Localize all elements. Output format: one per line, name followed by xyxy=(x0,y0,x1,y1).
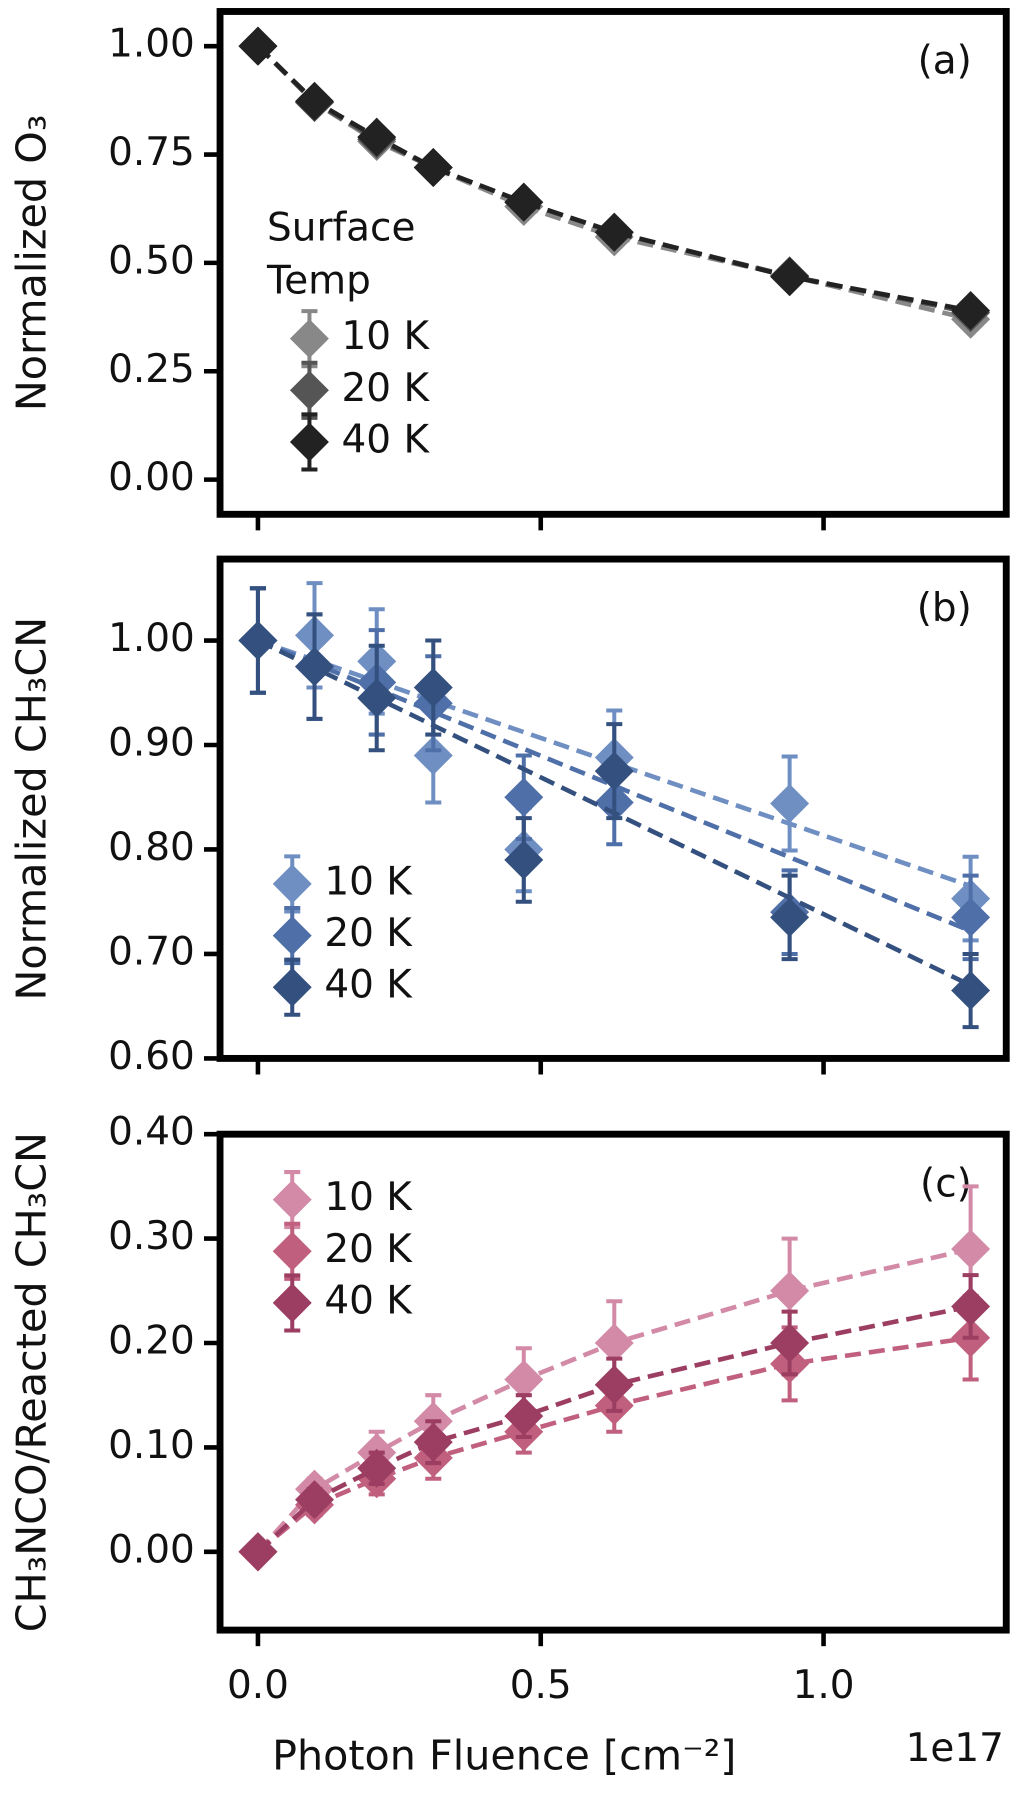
y-tick-label: 0.00 xyxy=(108,455,195,500)
series-line xyxy=(256,1304,972,1554)
y-axis-label: CH₃NCO/Reacted CH₃CN xyxy=(7,1132,55,1632)
marker xyxy=(238,621,278,661)
marker xyxy=(594,1323,634,1363)
marker xyxy=(504,182,544,222)
x-tick-label: 0.0 xyxy=(227,1663,289,1708)
legend-label: 40 K xyxy=(324,1278,413,1323)
marker xyxy=(951,970,991,1011)
plot-area xyxy=(238,581,991,1030)
marker xyxy=(295,1480,334,1520)
legend-marker xyxy=(289,319,329,359)
x-tick-label: 0.5 xyxy=(510,1663,572,1708)
marker xyxy=(357,1448,397,1488)
plot-area xyxy=(238,26,991,339)
legend-label: 40 K xyxy=(342,417,431,462)
y-tick-label: 0.30 xyxy=(108,1214,195,1259)
marker xyxy=(594,751,634,791)
legend-marker xyxy=(272,1283,312,1323)
marker xyxy=(413,668,453,708)
marker xyxy=(357,678,397,718)
legend-marker xyxy=(289,370,329,410)
legend-marker xyxy=(272,1180,312,1220)
marker xyxy=(594,212,634,252)
marker xyxy=(770,257,810,297)
y-tick-label: 0.80 xyxy=(108,825,195,870)
y-tick-label: 0.00 xyxy=(108,1527,195,1572)
marker xyxy=(357,117,397,157)
y-tick-label: 0.90 xyxy=(108,720,195,765)
y-tick-label: 0.10 xyxy=(108,1423,195,1468)
y-tick-label: 0.20 xyxy=(108,1318,195,1363)
legend-label: 10 K xyxy=(324,1175,413,1220)
marker xyxy=(770,1271,810,1311)
marker xyxy=(504,1360,544,1400)
y-tick-label: 0.60 xyxy=(108,1034,195,1079)
marker xyxy=(413,735,453,775)
marker xyxy=(770,1323,810,1363)
legend-label: 20 K xyxy=(342,366,431,411)
panel-label: (c) xyxy=(920,1161,972,1206)
y-tick-label: 0.25 xyxy=(108,347,195,392)
y-tick-label: 0.75 xyxy=(108,130,195,175)
x-offset-label: 1e17 xyxy=(906,1726,1004,1771)
y-tick-label: 0.40 xyxy=(108,1110,195,1155)
plot-area xyxy=(238,1184,991,1572)
marker xyxy=(504,777,544,817)
legend-label: 10 K xyxy=(324,859,413,904)
panel-label: (b) xyxy=(917,586,972,631)
y-axis-label: Normalized CH₃CN xyxy=(7,617,55,1001)
y-tick-label: 0.70 xyxy=(108,929,195,974)
legend-label: 10 K xyxy=(342,314,431,359)
x-tick-label: 1.0 xyxy=(793,1663,855,1708)
marker xyxy=(504,840,544,880)
marker xyxy=(951,1286,991,1326)
plot-frame xyxy=(216,555,1010,1062)
marker xyxy=(951,897,991,937)
legend-marker xyxy=(272,967,312,1007)
legend-marker xyxy=(272,1231,312,1271)
plot-frame xyxy=(216,1130,1010,1634)
legend-title-line: Temp xyxy=(266,258,371,303)
plot-frame xyxy=(216,8,1010,518)
y-tick-label: 1.00 xyxy=(108,616,195,661)
marker xyxy=(770,897,810,937)
marker xyxy=(413,148,453,188)
legend-title-line: Surface xyxy=(267,205,415,250)
y-tick-label: 1.00 xyxy=(108,22,195,67)
legend-marker xyxy=(289,422,329,462)
y-axis-label: Normalized O₃ xyxy=(7,115,55,412)
legend-label: 20 K xyxy=(324,1227,413,1272)
panel-label: (a) xyxy=(918,39,972,84)
legend-marker xyxy=(272,916,312,956)
legend-marker xyxy=(272,864,312,904)
legend-title: Surface Temp xyxy=(266,205,415,303)
marker xyxy=(295,647,334,687)
marker xyxy=(951,1229,991,1269)
marker xyxy=(770,783,810,824)
legend-label: 20 K xyxy=(324,911,413,956)
marker xyxy=(504,1396,544,1436)
marker xyxy=(951,291,991,331)
x-axis-label: Photon Fluence [cm⁻²] xyxy=(272,1732,736,1780)
series-line xyxy=(256,44,972,313)
marker xyxy=(295,81,334,121)
marker xyxy=(413,1422,453,1462)
y-tick-label: 0.50 xyxy=(108,238,195,283)
marker xyxy=(238,26,278,66)
marker xyxy=(238,1532,278,1572)
marker xyxy=(594,1365,634,1405)
legend-label: 40 K xyxy=(324,963,413,1008)
